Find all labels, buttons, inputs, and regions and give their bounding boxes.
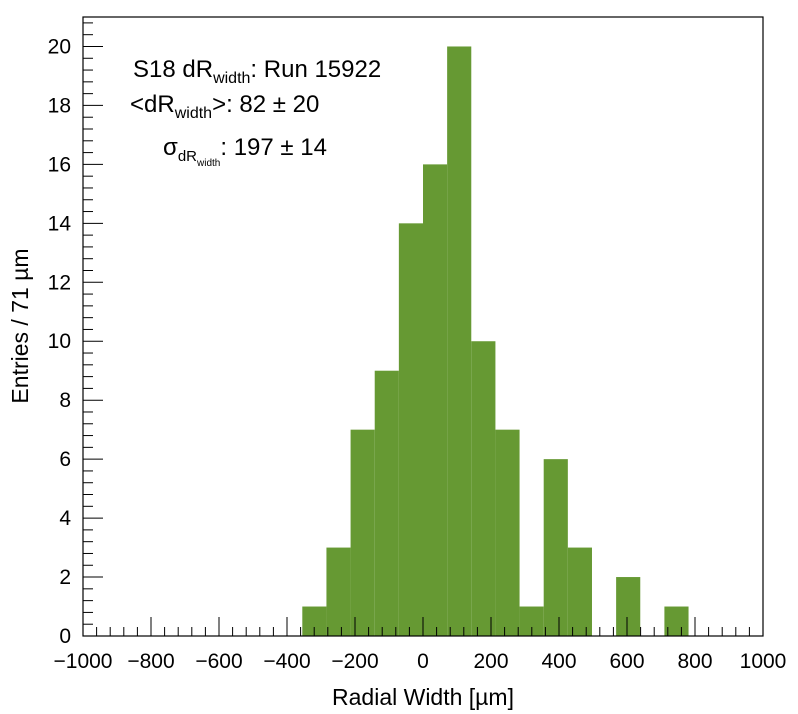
y-axis-title: Entries / 71 µm — [7, 248, 33, 403]
histogram-bar — [664, 606, 689, 636]
histogram-bar — [495, 429, 520, 636]
histogram-bar — [543, 459, 568, 636]
y-tick-label: 16 — [48, 153, 71, 176]
histogram-bar — [567, 547, 592, 636]
y-tick-label: 12 — [48, 271, 71, 294]
annotation-run: S18 dRwidth: Run 15922 — [133, 56, 381, 87]
x-tick-label: −400 — [263, 650, 310, 673]
y-tick-label: 14 — [48, 212, 72, 235]
x-tick-label: 1000 — [740, 650, 787, 673]
annotation-sigma: σdRwidth: 197 ± 14 — [163, 134, 327, 169]
x-tick-label: 400 — [541, 650, 576, 673]
bars-group — [302, 46, 689, 637]
histogram-bar — [398, 223, 423, 637]
x-axis-title: Radial Width [µm] — [332, 684, 514, 710]
y-tick-label: 2 — [59, 566, 71, 589]
y-tick-label: 4 — [59, 507, 71, 530]
x-tick-label: 800 — [677, 650, 712, 673]
x-tick-label: 0 — [417, 650, 429, 673]
x-tick-label: 600 — [609, 650, 644, 673]
annotation-mean: <dRwidth>: 82 ± 20 — [130, 91, 319, 122]
y-tick-label: 20 — [48, 35, 71, 58]
histogram-bar — [350, 429, 375, 636]
y-tick-label: 10 — [48, 330, 71, 353]
x-tick-label: 200 — [473, 650, 508, 673]
histogram-bar — [374, 370, 399, 636]
histogram-bar — [326, 547, 351, 636]
y-tick-label: 8 — [59, 389, 71, 412]
axis-ticks — [82, 22, 764, 637]
histogram-bar — [447, 46, 472, 636]
y-tick-label: 0 — [59, 625, 71, 648]
x-tick-label: −1000 — [54, 650, 113, 673]
x-tick-label: −600 — [195, 650, 242, 673]
histogram-bar — [471, 341, 496, 636]
x-tick-label: −200 — [331, 650, 378, 673]
x-tick-label: −800 — [127, 650, 174, 673]
histogram-bar — [423, 164, 448, 636]
y-tick-label: 18 — [48, 94, 71, 117]
y-tick-label: 6 — [59, 448, 71, 471]
tick-labels: −1000 −800 −600 −400 −200 0 200 400 600 800 1000 0 2… — [48, 35, 787, 673]
histogram-bar — [616, 577, 641, 636]
